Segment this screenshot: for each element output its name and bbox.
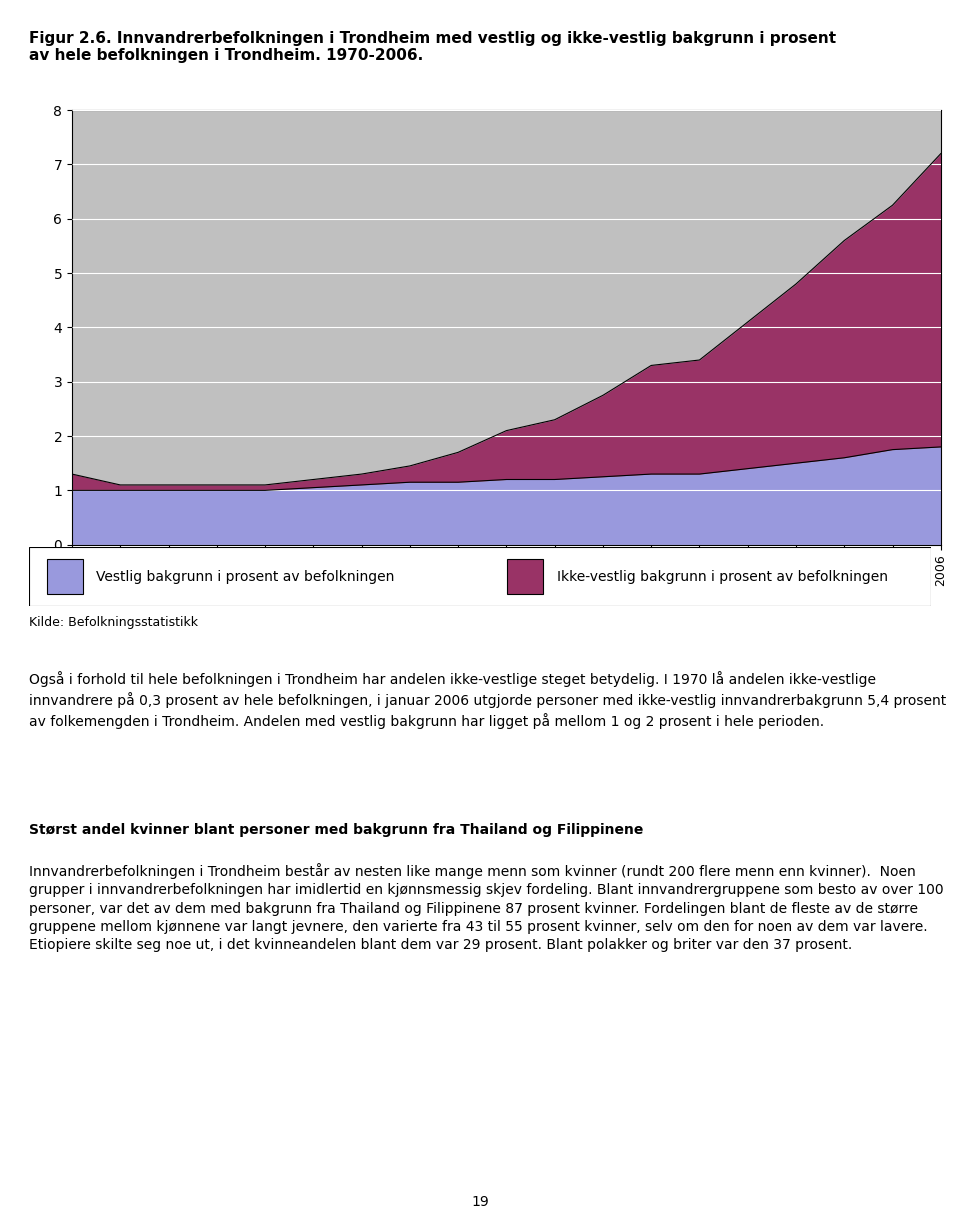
Text: Innvandrerbefolkningen i Trondheim består av nesten like mange menn som kvinner : Innvandrerbefolkningen i Trondheim bestå…	[29, 863, 944, 952]
Text: Størst andel kvinner blant personer med bakgrunn fra Thailand og Filippinene: Størst andel kvinner blant personer med …	[29, 823, 643, 836]
Text: Også i forhold til hele befolkningen i Trondheim har andelen ikke-vestlige stege: Også i forhold til hele befolkningen i T…	[29, 671, 946, 730]
Text: Vestlig bakgrunn i prosent av befolkningen: Vestlig bakgrunn i prosent av befolkning…	[96, 569, 395, 584]
Bar	[507, 559, 543, 594]
Text: Ikke-vestlig bakgrunn i prosent av befolkningen: Ikke-vestlig bakgrunn i prosent av befol…	[557, 569, 888, 584]
Text: Kilde: Befolkningsstatistikk: Kilde: Befolkningsstatistikk	[29, 616, 198, 629]
Bar	[47, 559, 83, 594]
Text: 19: 19	[471, 1195, 489, 1209]
Text: Figur 2.6. Innvandrerbefolkningen i Trondheim med vestlig og ikke-vestlig bakgru: Figur 2.6. Innvandrerbefolkningen i Tron…	[29, 31, 836, 62]
